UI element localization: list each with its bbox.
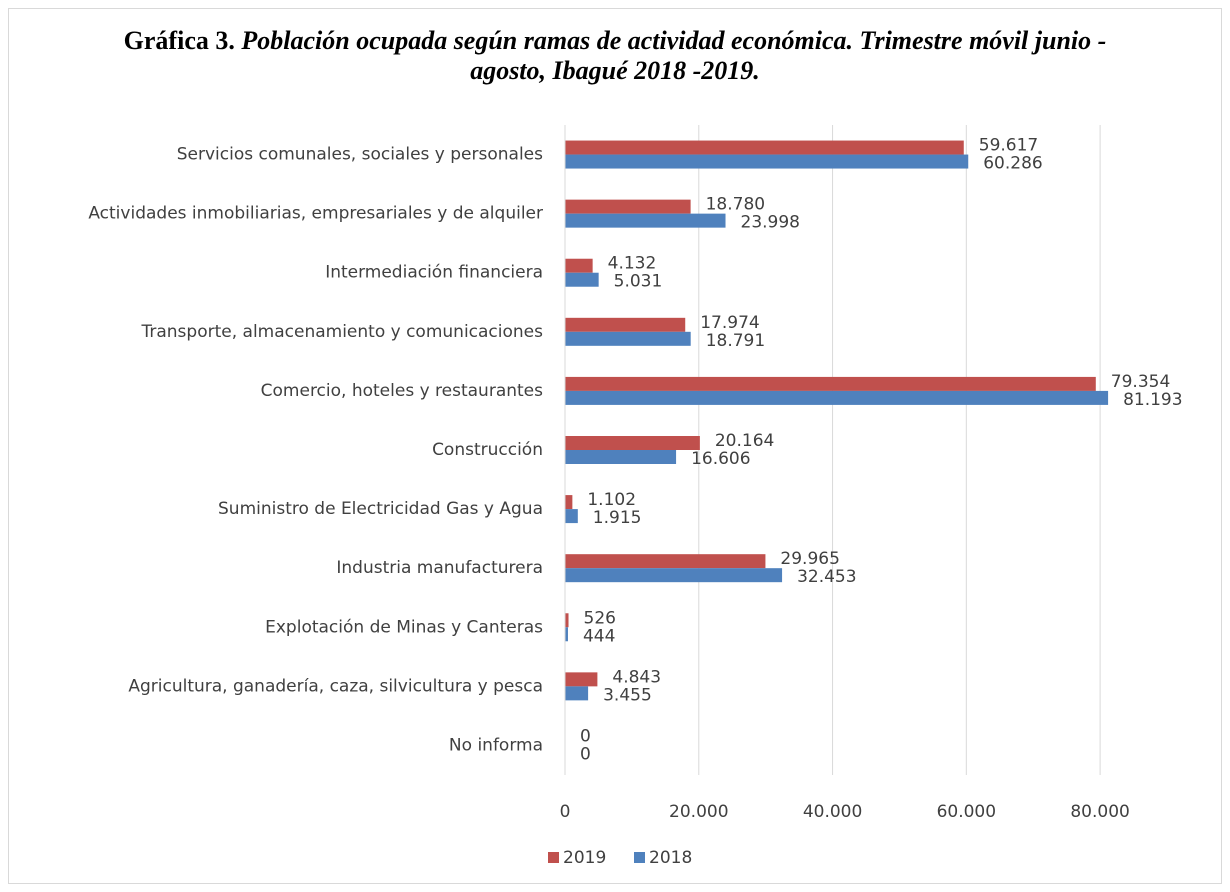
legend-label: 2019 — [563, 848, 606, 868]
bar — [565, 436, 700, 450]
data-label: 1.915 — [593, 508, 642, 528]
bar — [565, 140, 964, 155]
bar — [565, 258, 593, 273]
data-label: 32.453 — [797, 567, 856, 587]
legend-label: 2018 — [649, 848, 692, 868]
x-tick-label: 60.000 — [937, 802, 996, 822]
y-tick-label: No informa — [449, 735, 543, 755]
data-label: 0 — [580, 744, 591, 764]
data-label: 79.354 — [1111, 372, 1170, 392]
data-label: 18.780 — [706, 195, 765, 215]
bar — [565, 199, 691, 214]
data-label: 20.164 — [715, 431, 774, 451]
bar — [565, 554, 766, 569]
x-tick-label: 40.000 — [803, 802, 862, 822]
bar — [565, 568, 783, 583]
bar — [565, 317, 686, 332]
data-label: 0 — [580, 726, 591, 746]
bar — [565, 509, 578, 524]
data-label: 444 — [583, 626, 615, 646]
bar — [565, 272, 599, 287]
bar — [565, 331, 691, 346]
bar — [565, 627, 568, 642]
y-tick-label: Agricultura, ganadería, caza, silvicultu… — [128, 676, 543, 696]
bar — [565, 495, 573, 510]
data-label: 5.031 — [614, 272, 663, 292]
data-label: 17.974 — [700, 313, 759, 333]
y-tick-label: Suministro de Electricidad Gas y Agua — [218, 499, 543, 519]
y-tick-label: Transporte, almacenamiento y comunicacio… — [140, 322, 543, 342]
y-tick-label: Comercio, hoteles y restaurantes — [261, 381, 543, 401]
y-tick-label: Intermediación financiera — [325, 263, 543, 283]
bar — [565, 154, 969, 169]
legend-swatch — [634, 852, 645, 863]
y-tick-label: Servicios comunales, sociales y personal… — [177, 145, 543, 165]
data-label: 18.791 — [706, 331, 765, 351]
data-label: 1.102 — [587, 490, 636, 510]
legend-swatch — [548, 852, 559, 863]
title-prefix: Gráfica 3. — [123, 26, 235, 55]
data-label: 23.998 — [741, 213, 800, 233]
bar — [565, 686, 589, 701]
bar — [565, 613, 569, 628]
chart-title: Gráfica 3. Población ocupada según ramas… — [100, 26, 1130, 86]
bar — [565, 390, 1109, 405]
data-label: 16.606 — [691, 449, 750, 469]
x-tick-label: 0 — [560, 802, 571, 822]
bar — [565, 376, 1096, 391]
data-label: 526 — [584, 608, 616, 628]
x-tick-label: 20.000 — [669, 802, 728, 822]
data-label: 59.617 — [979, 136, 1038, 156]
data-label: 3.455 — [603, 685, 652, 705]
y-tick-label: Actividades inmobiliarias, empresariales… — [88, 204, 543, 224]
data-label: 29.965 — [780, 549, 839, 569]
data-label: 60.286 — [983, 154, 1042, 174]
bar — [565, 450, 677, 464]
y-tick-label: Construcción — [432, 440, 543, 460]
title-text: Población ocupada según ramas de activid… — [241, 26, 1107, 85]
chart-border — [8, 8, 1222, 884]
bar — [565, 213, 726, 228]
y-tick-label: Industria manufacturera — [336, 558, 543, 578]
x-tick-label: 80.000 — [1070, 802, 1129, 822]
data-label: 4.843 — [612, 667, 661, 687]
data-label: 4.132 — [608, 254, 657, 274]
y-tick-label: Explotación de Minas y Canteras — [265, 617, 543, 637]
bar — [565, 672, 598, 687]
data-label: 81.193 — [1123, 390, 1182, 410]
